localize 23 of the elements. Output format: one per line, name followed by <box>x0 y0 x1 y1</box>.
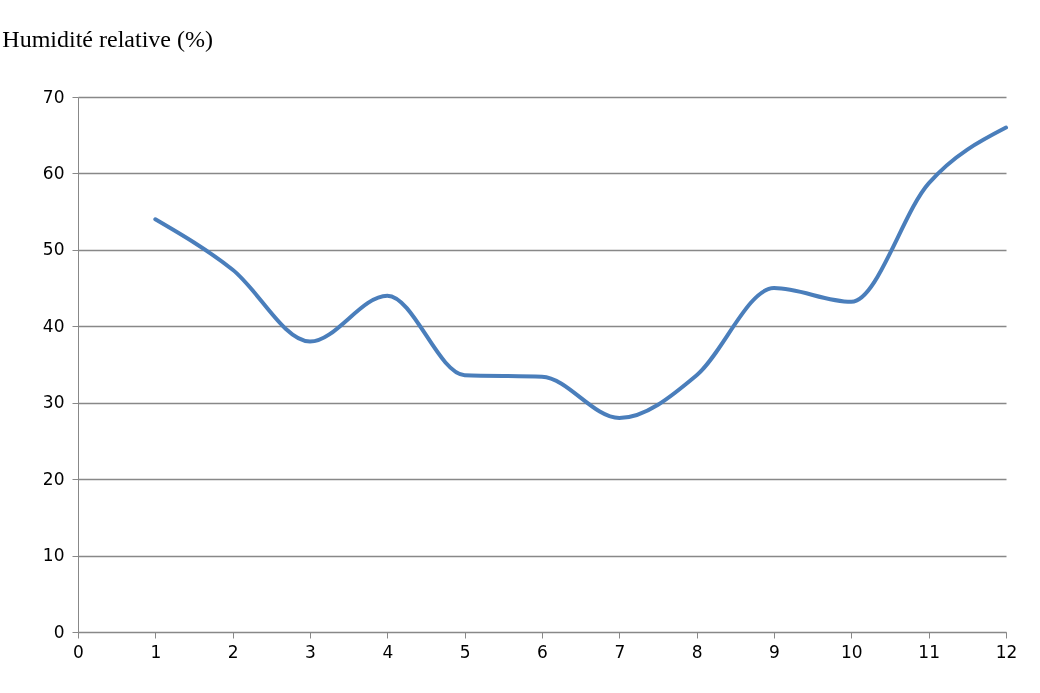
line-series <box>153 125 1008 420</box>
x-tick-label: 5 <box>459 641 471 662</box>
y-tick-label: 30 <box>42 392 65 413</box>
x-tick-label: 1 <box>150 641 162 662</box>
y-tick-label: 40 <box>42 315 65 336</box>
y-tick-label: 0 <box>53 621 65 642</box>
y-tick-label: 70 <box>42 86 65 107</box>
x-tick-label: 10 <box>841 641 863 662</box>
y-tick-label: 60 <box>42 162 65 183</box>
x-tick-label: 0 <box>73 641 84 662</box>
x-tick-label: 7 <box>614 641 626 662</box>
chart-title: Humidité relative (%) <box>2 26 213 52</box>
y-tick-label: 20 <box>42 468 65 489</box>
x-tick-label: 11 <box>918 641 940 662</box>
y-tick-label: 50 <box>42 239 65 260</box>
x-tick-label: 6 <box>537 641 548 662</box>
x-tick-label: 9 <box>769 641 780 662</box>
y-tick-label: 10 <box>42 545 65 566</box>
x-tick-label: 4 <box>382 641 394 662</box>
x-tick-label: 2 <box>227 641 239 662</box>
x-tick-label: 12 <box>995 641 1018 662</box>
x-tick-label: 8 <box>691 641 703 662</box>
x-tick-label: 3 <box>305 641 316 662</box>
